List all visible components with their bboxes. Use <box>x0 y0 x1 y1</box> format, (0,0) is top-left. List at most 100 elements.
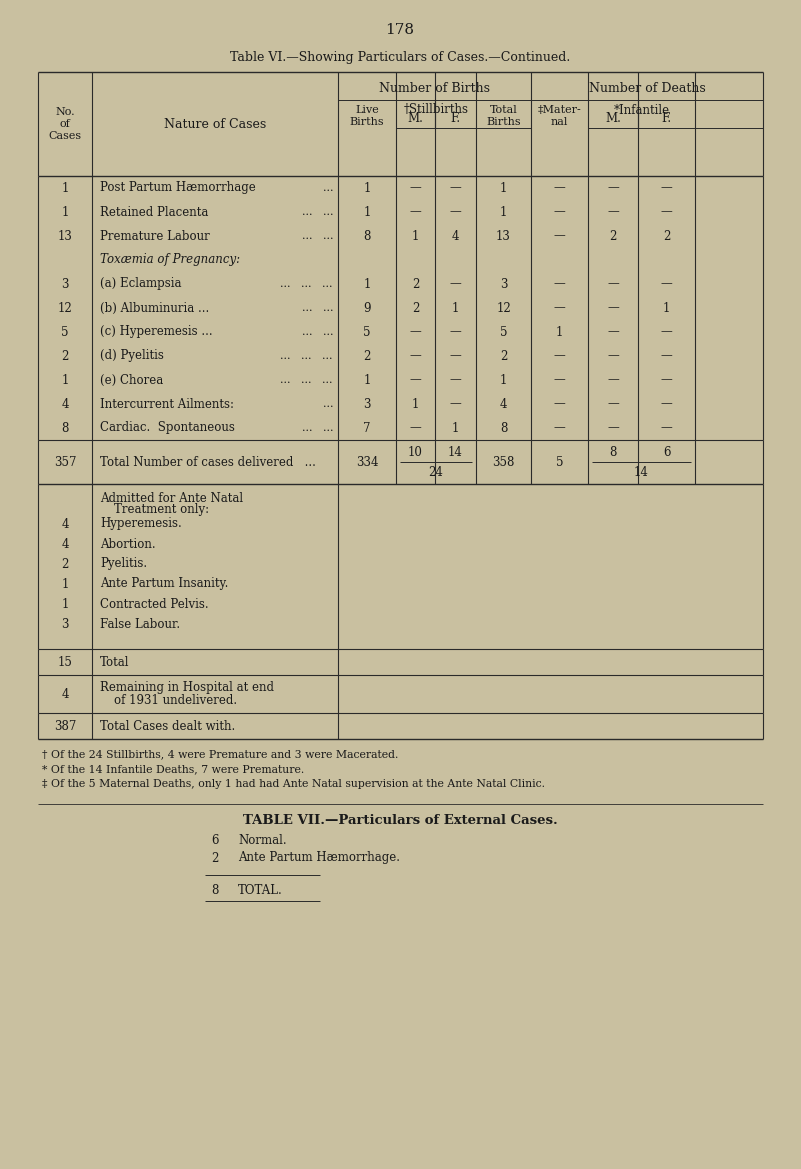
Text: —: — <box>661 374 672 387</box>
Text: Intercurrent Ailments:: Intercurrent Ailments: <box>100 397 234 410</box>
Text: 1: 1 <box>452 422 459 435</box>
Text: 15: 15 <box>58 656 72 669</box>
Text: ...   ...: ... ... <box>301 207 333 217</box>
Text: Hyperemesis.: Hyperemesis. <box>100 518 182 531</box>
Text: —: — <box>409 422 421 435</box>
Text: 5: 5 <box>61 325 69 339</box>
Text: 14: 14 <box>634 466 649 479</box>
Text: 3: 3 <box>363 397 371 410</box>
Text: —: — <box>409 325 421 339</box>
Text: 1: 1 <box>62 597 69 610</box>
Text: —: — <box>661 206 672 219</box>
Text: —: — <box>449 277 461 291</box>
Text: 12: 12 <box>496 302 511 314</box>
Text: Treatment only:: Treatment only: <box>114 504 209 517</box>
Text: Post Partum Hæmorrhage: Post Partum Hæmorrhage <box>100 181 256 194</box>
Text: 4: 4 <box>61 538 69 551</box>
Text: 1: 1 <box>364 374 371 387</box>
Text: 7: 7 <box>363 422 371 435</box>
Text: 1: 1 <box>500 181 507 194</box>
Text: 6: 6 <box>662 445 670 458</box>
Text: 1: 1 <box>364 206 371 219</box>
Text: —: — <box>553 302 566 314</box>
Text: 4: 4 <box>61 518 69 531</box>
Text: Nature of Cases: Nature of Cases <box>164 118 266 131</box>
Text: —: — <box>607 277 619 291</box>
Text: 14: 14 <box>448 445 463 458</box>
Text: —: — <box>449 374 461 387</box>
Text: ...   ...: ... ... <box>301 327 333 337</box>
Text: —: — <box>409 350 421 362</box>
Text: —: — <box>607 397 619 410</box>
Text: 8: 8 <box>62 422 69 435</box>
Text: TOTAL.: TOTAL. <box>238 885 283 898</box>
Text: Live
Births: Live Births <box>350 105 384 126</box>
Text: 8: 8 <box>500 422 507 435</box>
Text: 10: 10 <box>408 445 423 458</box>
Text: 1: 1 <box>62 374 69 387</box>
Text: 387: 387 <box>54 719 76 733</box>
Text: 2: 2 <box>412 302 419 314</box>
Text: Abortion.: Abortion. <box>100 538 155 551</box>
Text: —: — <box>409 206 421 219</box>
Text: ‡ Of the 5 Maternal Deaths, only 1 had had Ante Natal supervision at the Ante Na: ‡ Of the 5 Maternal Deaths, only 1 had h… <box>42 779 545 789</box>
Text: —: — <box>449 350 461 362</box>
Text: Total Number of cases delivered   ...: Total Number of cases delivered ... <box>100 456 316 469</box>
Text: 1: 1 <box>662 302 670 314</box>
Text: Number of Deaths: Number of Deaths <box>589 82 706 95</box>
Text: Ante Partum Insanity.: Ante Partum Insanity. <box>100 577 228 590</box>
Text: 8: 8 <box>610 445 617 458</box>
Text: 1: 1 <box>452 302 459 314</box>
Text: —: — <box>449 206 461 219</box>
Text: —: — <box>409 181 421 194</box>
Text: —: — <box>607 325 619 339</box>
Text: 2: 2 <box>500 350 507 362</box>
Text: 1: 1 <box>62 181 69 194</box>
Text: 12: 12 <box>58 302 72 314</box>
Text: 3: 3 <box>61 277 69 291</box>
Text: 13: 13 <box>58 229 72 242</box>
Text: Admitted for Ante Natal: Admitted for Ante Natal <box>100 491 244 505</box>
Text: Remaining in Hospital at end: Remaining in Hospital at end <box>100 680 274 693</box>
Text: (c) Hyperemesis ...: (c) Hyperemesis ... <box>100 325 212 339</box>
Text: ...   ...   ...: ... ... ... <box>280 351 333 361</box>
Text: 5: 5 <box>556 456 563 469</box>
Text: 1: 1 <box>412 397 419 410</box>
Text: 8: 8 <box>364 229 371 242</box>
Text: M.: M. <box>408 111 424 125</box>
Text: —: — <box>449 325 461 339</box>
Text: *Infantile: *Infantile <box>614 104 670 117</box>
Text: —: — <box>553 181 566 194</box>
Text: ...   ...: ... ... <box>301 423 333 433</box>
Text: ...   ...   ...: ... ... ... <box>280 279 333 289</box>
Text: —: — <box>553 422 566 435</box>
Text: 357: 357 <box>54 456 76 469</box>
Text: ‡Mater-
nal: ‡Mater- nal <box>537 105 582 126</box>
Text: 5: 5 <box>500 325 507 339</box>
Text: —: — <box>661 350 672 362</box>
Text: Table VI.—Showing Particulars of Cases.—Continued.: Table VI.—Showing Particulars of Cases.—… <box>230 51 570 64</box>
Text: 334: 334 <box>356 456 378 469</box>
Text: Normal.: Normal. <box>238 835 287 848</box>
Text: Contracted Pelvis.: Contracted Pelvis. <box>100 597 208 610</box>
Text: 1: 1 <box>500 374 507 387</box>
Text: 6: 6 <box>211 835 219 848</box>
Text: —: — <box>553 229 566 242</box>
Text: —: — <box>553 397 566 410</box>
Text: 358: 358 <box>493 456 515 469</box>
Text: 3: 3 <box>500 277 507 291</box>
Text: (b) Albuminuria ...: (b) Albuminuria ... <box>100 302 209 314</box>
Text: 178: 178 <box>385 23 414 37</box>
Text: 4: 4 <box>500 397 507 410</box>
Text: 13: 13 <box>496 229 511 242</box>
Text: —: — <box>553 374 566 387</box>
Text: 1: 1 <box>62 577 69 590</box>
Text: —: — <box>553 277 566 291</box>
Text: M.: M. <box>605 111 621 125</box>
Text: †Stillbirths: †Stillbirths <box>404 104 469 117</box>
Text: —: — <box>661 181 672 194</box>
Text: ...: ... <box>323 184 333 193</box>
Text: —: — <box>607 206 619 219</box>
Text: F.: F. <box>662 111 671 125</box>
Text: —: — <box>553 350 566 362</box>
